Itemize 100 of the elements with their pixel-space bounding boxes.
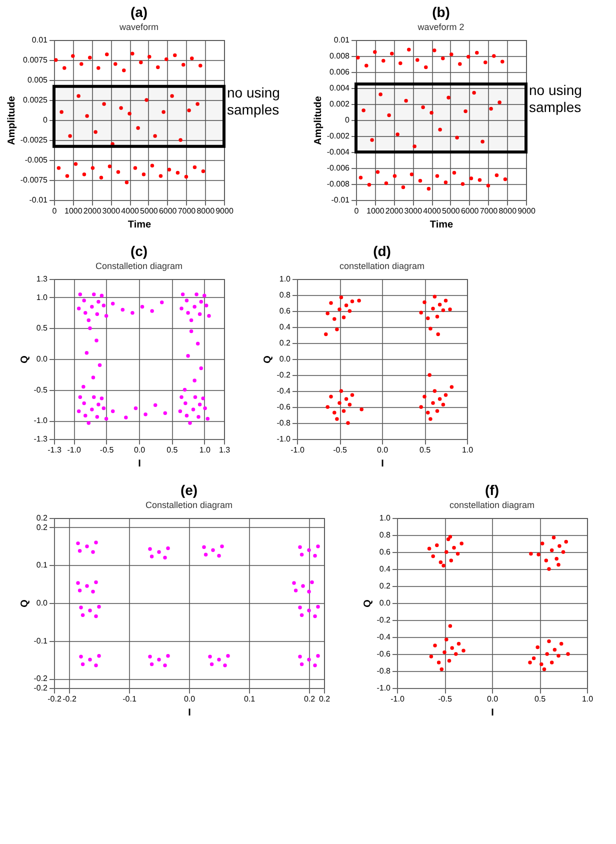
point — [419, 310, 423, 314]
x-tick-label: 1.3 — [218, 446, 231, 454]
point — [128, 112, 132, 116]
point — [426, 316, 430, 320]
chart-subtitle: waveform 2 — [416, 22, 464, 32]
point — [418, 178, 422, 183]
point — [442, 564, 446, 568]
point — [444, 393, 448, 397]
chart-subtitle: Constalletion diagram — [145, 500, 233, 510]
point — [80, 662, 85, 666]
point — [68, 134, 72, 138]
x-tick-label: 1.0 — [199, 446, 211, 454]
x-tick-label: 2000 — [385, 206, 404, 216]
point — [192, 165, 197, 170]
point — [313, 663, 317, 668]
point — [426, 410, 430, 414]
x-axis-title: I — [381, 458, 384, 470]
point — [65, 174, 70, 178]
point — [108, 164, 112, 168]
x-tick-label: 9000 — [518, 206, 536, 216]
point — [162, 110, 166, 114]
point — [94, 580, 98, 584]
y-tick-label: -0.5 — [34, 385, 48, 394]
point — [440, 667, 444, 672]
y-tick-label: 0.8 — [279, 290, 292, 300]
point — [91, 590, 95, 594]
point — [90, 166, 95, 170]
x-tick-label: 0.0 — [134, 446, 146, 454]
point — [433, 644, 437, 648]
point — [558, 544, 562, 548]
point — [528, 660, 532, 664]
y-tick-label: -0.8 — [376, 666, 392, 676]
band-label: no using samples — [529, 82, 582, 115]
point — [176, 170, 180, 175]
point — [82, 172, 86, 176]
point — [190, 56, 194, 60]
point — [298, 654, 302, 659]
point — [554, 556, 558, 561]
x-tick-label: 7000 — [480, 206, 498, 216]
point — [475, 50, 479, 55]
x-axis-title: I — [491, 708, 494, 718]
y-tick-label: 0.6 — [279, 306, 292, 316]
point — [307, 608, 311, 612]
point — [503, 177, 508, 182]
x-tick-label: 1.0 — [582, 694, 594, 704]
point — [500, 60, 504, 64]
point — [157, 550, 161, 554]
point — [358, 176, 363, 180]
x-tick-label: -0.2 — [48, 694, 62, 704]
x-tick-label: -1.3 — [48, 446, 62, 454]
point — [310, 580, 314, 584]
x-tick-label: 6000 — [460, 206, 480, 216]
point — [210, 662, 214, 666]
point — [438, 302, 442, 306]
point — [441, 402, 446, 406]
point — [350, 300, 354, 304]
y-axis-title: Q — [262, 355, 274, 364]
point — [401, 185, 406, 190]
point — [144, 98, 148, 102]
point — [79, 606, 83, 610]
point — [364, 64, 368, 68]
point — [324, 332, 328, 336]
x-tick-label: -0.1 — [122, 694, 137, 704]
y-tick-label: -0.2 — [276, 370, 292, 380]
point — [316, 544, 320, 548]
x-tick-label: 0 — [52, 206, 58, 216]
point — [447, 658, 452, 663]
point — [226, 654, 230, 658]
y-tick-label: -1.0 — [276, 434, 292, 444]
point — [148, 547, 152, 551]
point — [422, 300, 426, 304]
point — [307, 590, 311, 594]
x-tick-label: 5000 — [140, 206, 158, 216]
y-tick-label: 0.6 — [379, 548, 392, 556]
y-tick-label: 0.0 — [379, 598, 392, 608]
chart-title: (c) — [130, 243, 148, 259]
point — [150, 554, 154, 558]
point — [550, 660, 554, 664]
chart-title: (e) — [180, 482, 198, 498]
y-tick-label: 1.0 — [279, 274, 292, 284]
y-tick-label: 0.4 — [279, 322, 292, 332]
point — [387, 113, 391, 118]
point — [332, 410, 336, 414]
point — [472, 90, 476, 95]
point — [540, 542, 544, 546]
chart-title: (a) — [130, 4, 148, 20]
point — [532, 656, 536, 660]
chart-subtitle: constellation diagram — [449, 500, 535, 510]
point — [119, 106, 123, 110]
point — [376, 170, 380, 174]
point — [339, 389, 344, 393]
point — [78, 588, 82, 592]
point — [452, 546, 456, 550]
point — [404, 98, 408, 103]
point — [157, 658, 161, 662]
point — [76, 581, 80, 585]
x-tick-label: 2000 — [83, 206, 102, 216]
point — [428, 326, 432, 330]
chart-subtitle: Constalletion diagram — [95, 261, 183, 271]
point — [498, 100, 502, 104]
